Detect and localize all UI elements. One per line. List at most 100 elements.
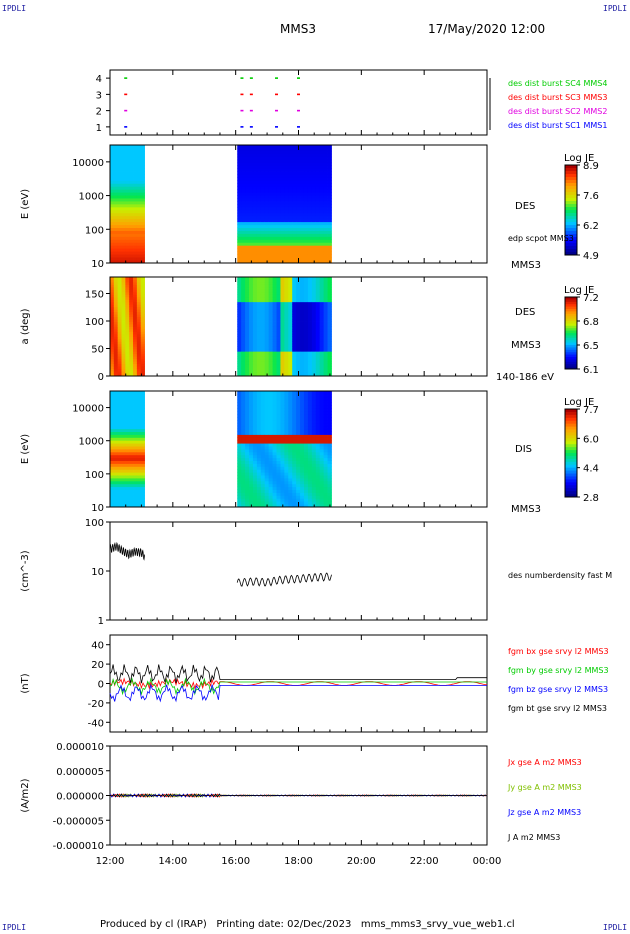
dis_energy-cell	[237, 449, 242, 453]
dis_energy-cell	[319, 396, 325, 401]
des_energy-cell	[272, 153, 277, 158]
des_energy-cell	[315, 212, 321, 217]
des_energy-cell	[129, 168, 134, 172]
dis_energy-cell	[264, 463, 270, 467]
des_pitch-cell	[113, 346, 119, 350]
des_energy-cell	[276, 177, 281, 181]
des_energy-cell	[237, 233, 242, 237]
des_pitch-cell	[311, 326, 317, 330]
dis_energy-cell	[136, 428, 142, 432]
des_energy-cell	[319, 171, 325, 175]
des_pitch-cell	[117, 311, 122, 315]
des_pitch-cell	[280, 353, 285, 357]
des_pitch-cell	[276, 301, 281, 305]
des_energy-cell	[307, 165, 313, 169]
dis_energy-cell	[311, 402, 317, 406]
des_pitch-cell	[133, 371, 138, 374]
des_pitch-cell	[264, 366, 270, 369]
des_energy-cell	[245, 221, 250, 226]
des_pitch-cell	[260, 341, 266, 345]
dis_energy-cell	[245, 422, 250, 427]
dis_energy-cell	[260, 489, 266, 493]
dis_energy-cell	[241, 495, 246, 499]
dis_energy-cell	[276, 480, 281, 485]
dis_energy-cell	[319, 451, 325, 456]
dis_energy-cell	[292, 478, 297, 482]
des_energy-cell	[129, 180, 134, 184]
des_energy-cell	[260, 147, 266, 152]
des_pitch-cell	[121, 291, 126, 295]
dis_energy-cell	[268, 472, 273, 476]
des_pitch-cell	[237, 316, 242, 320]
des_pitch-cell	[272, 321, 277, 325]
dis_energy-cell	[268, 393, 273, 398]
dis_energy-cell	[272, 440, 277, 444]
des_pitch-cell	[311, 301, 317, 305]
des_energy-cell	[276, 153, 281, 158]
dis_energy-cell	[284, 466, 289, 470]
des_energy-cell	[249, 218, 254, 223]
des_energy-cell	[256, 242, 262, 246]
des_energy-cell	[280, 195, 285, 199]
dis_energy-cell	[307, 440, 313, 444]
des_pitch-cell	[276, 284, 281, 288]
dis_energy-cell	[276, 495, 281, 499]
des_energy-cell	[319, 177, 325, 181]
des_pitch-cell	[300, 371, 305, 374]
dis_energy-cell	[241, 475, 246, 479]
des_energy-cell	[140, 227, 145, 231]
des_energy-cell	[110, 189, 115, 193]
dis_energy-cell	[260, 434, 266, 438]
dis_energy-cell	[256, 434, 262, 438]
des_energy-cell	[272, 192, 277, 196]
dis_energy-cell	[288, 405, 293, 409]
des_pitch-cell	[121, 373, 126, 377]
des_pitch-cell	[288, 319, 293, 322]
des_pitch-cell	[268, 311, 273, 315]
des_pitch-cell	[292, 346, 297, 350]
des_pitch-cell	[133, 353, 138, 357]
dis_energy-cell	[260, 469, 266, 473]
dis_energy-cell	[125, 405, 130, 409]
des_energy-cell	[113, 186, 119, 190]
dis_energy-cell	[319, 391, 325, 395]
fgm-legend-bt: fgm bt gse srvy l2 MMS3	[508, 704, 607, 713]
des_energy-cell	[241, 212, 246, 217]
des_pitch-cell	[260, 363, 266, 367]
des_energy-cell	[268, 159, 273, 164]
des_energy-cell	[133, 206, 138, 211]
dis_energy-cell	[121, 472, 126, 476]
des_pitch-cell	[268, 277, 273, 280]
dis_energy-cell	[125, 486, 130, 490]
des_pitch-cell	[319, 281, 325, 285]
des_energy-cell	[237, 174, 242, 178]
des_pitch-cell	[319, 291, 325, 295]
des_energy-cell	[296, 206, 301, 211]
des_energy-cell	[129, 165, 134, 169]
des_energy-cell	[327, 230, 332, 234]
des_pitch-cell	[288, 301, 293, 305]
des_energy-cell	[327, 218, 332, 223]
dis_energy-cell	[276, 478, 281, 482]
dis_energy-cell	[268, 443, 273, 447]
des_pitch-cell	[264, 279, 270, 283]
des_pitch-cell	[129, 353, 134, 357]
des_pitch-cell	[241, 277, 246, 280]
des_pitch-cell	[256, 279, 262, 283]
des_pitch-cell	[307, 326, 313, 330]
des_pitch-cell	[110, 316, 115, 320]
des_pitch-cell	[237, 306, 242, 310]
des_pitch-cell	[300, 294, 305, 298]
dis_energy-cell	[319, 463, 325, 467]
des_pitch-cell	[136, 348, 142, 352]
dis_energy-cell	[121, 460, 126, 464]
des_pitch-cell	[245, 343, 250, 347]
dis_energy-cell	[113, 422, 119, 427]
des_pitch-cell	[121, 366, 126, 369]
dis_energy-cell	[284, 449, 289, 453]
des_energy-cell	[125, 201, 130, 205]
des_pitch-cell	[307, 341, 313, 345]
dis_energy-cell	[276, 402, 281, 406]
des_energy-cell	[307, 198, 313, 202]
des_pitch-cell	[241, 346, 246, 350]
